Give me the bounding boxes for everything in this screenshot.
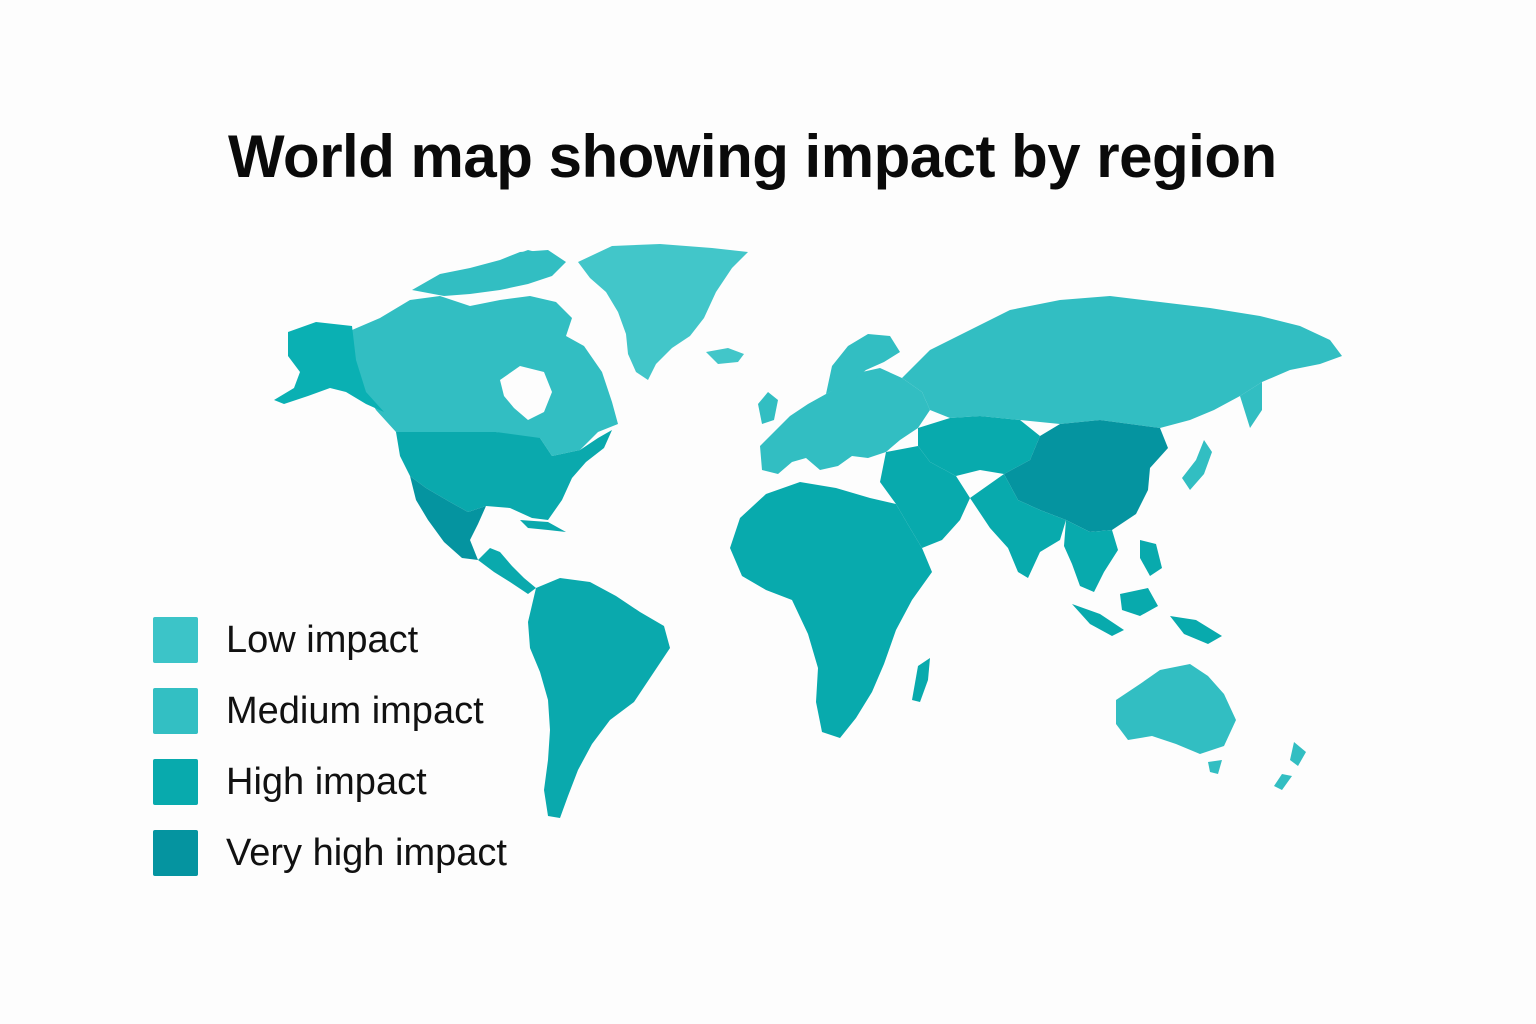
region-central-asia <box>918 416 1040 476</box>
region-new-zealand <box>1274 742 1306 790</box>
region-middle-east <box>880 446 970 548</box>
legend-swatch-medium <box>153 688 198 734</box>
legend-swatch-low <box>153 617 198 663</box>
legend-item-high: High impact <box>153 758 507 806</box>
page-title: World map showing impact by region <box>228 123 1277 190</box>
region-central-america <box>478 548 536 594</box>
legend-label-low: Low impact <box>226 618 419 661</box>
legend-item-low: Low impact <box>153 616 507 664</box>
legend-label-very-high: Very high impact <box>226 831 507 874</box>
region-greenland <box>578 244 748 380</box>
legend: Low impact Medium impact High impact Ver… <box>153 616 507 900</box>
region-south-america <box>528 578 670 818</box>
region-japan <box>1182 440 1212 490</box>
legend-item-very-high: Very high impact <box>153 829 507 877</box>
region-alaska <box>274 322 384 412</box>
legend-label-medium: Medium impact <box>226 689 484 732</box>
region-usa <box>396 430 612 520</box>
region-southeast-asia <box>1064 520 1118 592</box>
region-russia <box>902 296 1342 428</box>
legend-swatch-very-high <box>153 830 198 876</box>
legend-label-high: High impact <box>226 760 427 803</box>
region-madagascar <box>912 658 930 702</box>
region-china <box>1004 420 1168 532</box>
legend-item-medium: Medium impact <box>153 687 507 735</box>
region-europe <box>760 368 930 474</box>
region-africa <box>730 482 932 738</box>
region-mexico <box>410 476 486 560</box>
region-south-asia <box>970 474 1066 578</box>
region-australia <box>1116 664 1236 754</box>
region-iceland <box>706 348 744 364</box>
legend-swatch-high <box>153 759 198 805</box>
region-canada <box>352 296 618 456</box>
